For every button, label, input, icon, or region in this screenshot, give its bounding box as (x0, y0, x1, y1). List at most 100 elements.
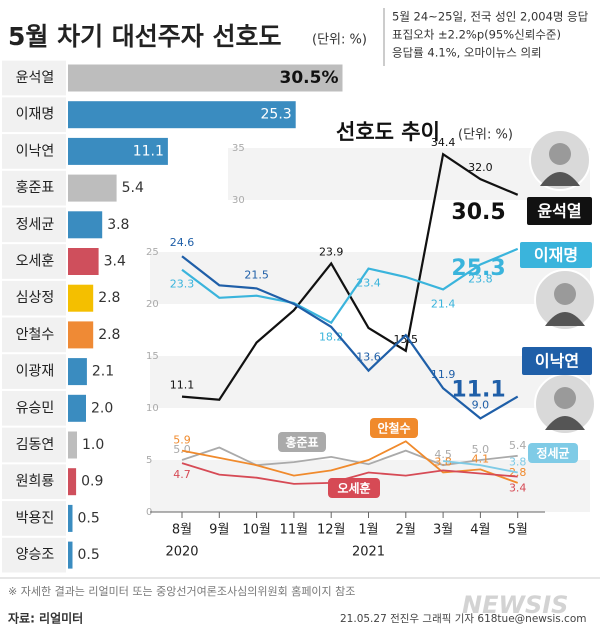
value-label: 25.3 (261, 107, 292, 123)
main-unit: (단위: %) (312, 33, 367, 48)
x-tick-label: 3월 (433, 523, 453, 538)
data-label: 3.4 (509, 482, 527, 495)
data-label: 34.4 (431, 136, 456, 149)
category-cell (2, 317, 66, 353)
data-label: 30.5 (451, 200, 505, 225)
category-cell (2, 354, 66, 389)
value-label: 0.5 (78, 547, 100, 563)
value-label: 30.5% (280, 68, 339, 88)
category-cell (2, 60, 66, 96)
year-label: 2020 (165, 545, 198, 560)
legend-label: 이낙연 (535, 352, 579, 371)
category-label: 심상정 (16, 290, 55, 306)
data-label: 11.9 (431, 368, 456, 381)
bar (68, 321, 94, 349)
data-label: 32.0 (468, 161, 493, 174)
category-label: 오세훈 (16, 254, 55, 270)
legend-label: 이재명 (534, 246, 578, 265)
portrait-body (545, 416, 585, 430)
line-unit: (단위: %) (458, 128, 513, 143)
category-cell (2, 280, 66, 316)
category-cell (2, 427, 66, 463)
y-tick-label: 10 (146, 403, 159, 414)
category-label: 양승조 (16, 547, 55, 563)
category-cell (2, 537, 66, 573)
data-label: 23.4 (356, 277, 381, 290)
portrait-head (549, 143, 571, 165)
legend-label: 윤석열 (537, 202, 581, 221)
series-line (442, 460, 518, 474)
x-tick-label: 1월 (358, 523, 378, 538)
y-tick-label: 5 (146, 455, 152, 466)
y-tick-label: 30 (232, 195, 245, 206)
data-label: 11.1 (170, 379, 195, 392)
data-label: 4.7 (173, 468, 191, 481)
grid-band (150, 356, 590, 408)
value-label: 0.9 (81, 474, 103, 490)
category-cell (2, 97, 66, 133)
x-tick-label: 10월 (242, 523, 271, 538)
series-line (181, 255, 519, 420)
value-label: 0.5 (78, 510, 100, 526)
source: 자료: 리얼미터 (8, 611, 83, 626)
data-label: 11.1 (451, 378, 505, 403)
x-tick-label: 2월 (396, 523, 416, 538)
bar (68, 504, 73, 532)
value-label: 2.0 (91, 400, 113, 416)
category-cell (2, 390, 66, 426)
category-label: 원희룡 (16, 474, 55, 490)
value-label: 2.8 (98, 327, 120, 343)
logo: NEWSIS (462, 591, 568, 619)
bar (68, 211, 103, 239)
note: 5월 24~25일, 전국 성인 2,004명 응답 (392, 10, 589, 24)
y-tick-label: 0 (146, 507, 152, 518)
y-tick-label: 20 (146, 299, 159, 310)
bar (68, 101, 296, 129)
x-tick-label: 11월 (280, 523, 309, 538)
bar (68, 174, 117, 202)
x-tick-label: 12월 (317, 523, 346, 538)
data-label: 13.6 (356, 351, 381, 364)
credit: 21.05.27 전진우 그래픽 기자 618tue@newsis.com (340, 613, 587, 625)
data-label: 23.9 (319, 245, 344, 258)
legend-label: 안철수 (377, 421, 410, 436)
portrait-body (545, 312, 585, 326)
legend-label: 오세훈 (337, 481, 370, 496)
data-label: 21.4 (431, 297, 456, 310)
bar (68, 431, 77, 459)
bar (68, 468, 77, 496)
category-cell (2, 207, 66, 243)
grid-band (150, 252, 590, 304)
data-label: 23.3 (170, 278, 195, 291)
bar (68, 137, 168, 165)
legend-label: 홍준표 (285, 435, 318, 450)
portrait-head (554, 283, 576, 305)
value-label: 5.4 (122, 180, 144, 196)
line-title: 선호도 추이 (336, 120, 440, 144)
category-label: 박용진 (16, 510, 55, 526)
bar (68, 64, 343, 92)
y-tick-label: 25 (146, 247, 159, 258)
y-tick-label: 35 (232, 143, 245, 154)
data-label: 3.8 (509, 455, 527, 468)
category-label: 이재명 (16, 107, 55, 123)
bar (68, 358, 87, 386)
bar (68, 394, 86, 422)
category-label: 홍준표 (16, 180, 55, 196)
series-tag (527, 197, 592, 225)
category-label: 윤석열 (16, 70, 55, 86)
year-label: 2021 (352, 545, 385, 560)
bar (68, 248, 99, 275)
data-label: 5.9 (173, 434, 191, 447)
category-cell (2, 464, 66, 500)
category-label: 이광재 (16, 364, 55, 380)
series-tag (528, 443, 578, 463)
value-label: 3.8 (107, 217, 129, 233)
value-label: 2.1 (92, 364, 114, 380)
series-tag (328, 478, 380, 498)
legend-label: 정세균 (536, 446, 569, 461)
series-tag (278, 432, 326, 452)
x-tick-label: 5월 (508, 523, 528, 538)
data-label: 4.5 (434, 448, 452, 461)
